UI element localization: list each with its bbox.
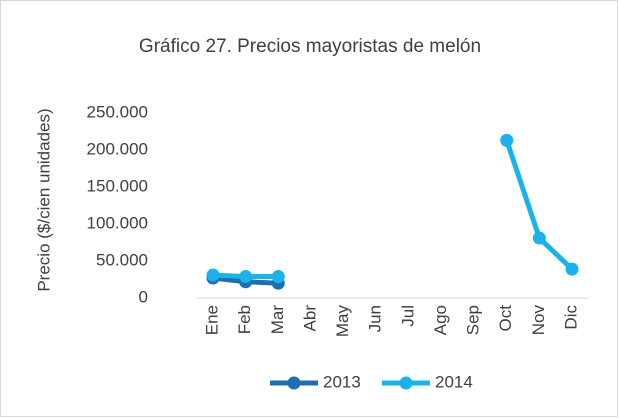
x-tick-label: Feb xyxy=(235,305,254,334)
x-tick-label: Jun xyxy=(366,305,385,332)
y-axis-label: Precio ($/cien unidades) xyxy=(34,108,53,291)
x-tick-label: Nov xyxy=(529,305,548,336)
x-tick-label: Oct xyxy=(496,305,515,332)
x-tick-label: Jul xyxy=(398,305,417,327)
x-tick-label: Ago xyxy=(431,305,450,335)
legend-marker xyxy=(399,376,413,390)
data-point xyxy=(500,133,514,147)
x-tick-label: Sep xyxy=(464,305,483,335)
x-tick-label: Ene xyxy=(202,305,221,335)
data-point xyxy=(532,231,546,245)
data-point xyxy=(239,270,253,284)
x-tick-label: Dic xyxy=(561,305,580,330)
x-tick-label: Abr xyxy=(300,305,319,332)
data-point xyxy=(206,268,220,282)
y-tick-label: 100.000 xyxy=(87,213,148,232)
y-tick-label: 150.000 xyxy=(87,176,148,195)
legend-label: 2013 xyxy=(323,372,361,391)
data-point xyxy=(271,270,285,284)
y-tick-label: 200.000 xyxy=(87,139,148,158)
y-tick-label: 250.000 xyxy=(87,102,148,121)
x-tick-label: May xyxy=(333,305,352,338)
x-tick-label: Mar xyxy=(268,305,287,335)
legend-marker xyxy=(287,376,301,390)
data-point xyxy=(565,262,579,276)
y-tick-label: 50.000 xyxy=(96,250,148,269)
y-tick-label: 0 xyxy=(139,287,148,306)
legend-label: 2014 xyxy=(435,372,473,391)
chart-title: Gráfico 27. Precios mayoristas de melón xyxy=(139,36,481,57)
